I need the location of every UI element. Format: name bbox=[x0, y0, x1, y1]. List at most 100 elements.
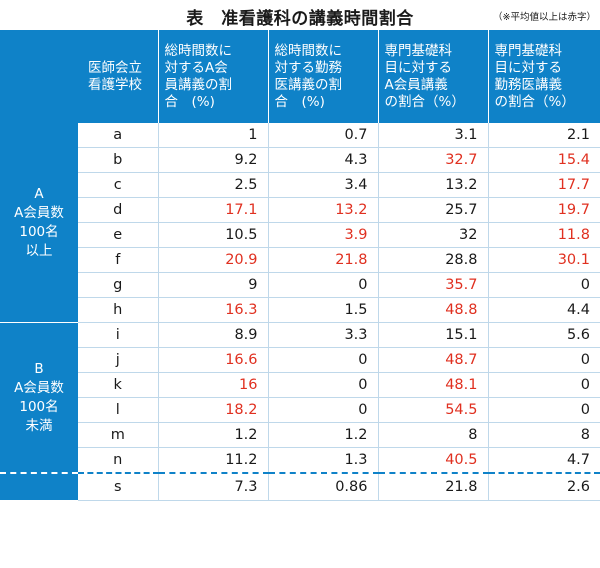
header-row: 医師会立 看護学校 総時間数に 対するA会 員講義の割 合 (%) 総時間数に … bbox=[0, 30, 600, 123]
table-body: A A会員数 100名 以上 a 1 0.7 3.1 2.1 b 9.2 4.3 32.7 15.4 c 2.… bbox=[0, 123, 600, 501]
header-line: 総時間数に bbox=[274, 42, 343, 59]
value-cell: 15.4 bbox=[488, 147, 600, 173]
table-row: d 17.1 13.2 25.7 19.7 bbox=[0, 197, 600, 223]
header-line: の割合（%） bbox=[494, 93, 575, 110]
value-cell: 30.1 bbox=[488, 247, 600, 273]
value-cell: 2.6 bbox=[488, 472, 600, 501]
value-cell: 40.5 bbox=[378, 447, 489, 474]
header-line: 目に対する bbox=[384, 59, 453, 76]
group-label-line: A会員数 bbox=[14, 379, 64, 396]
value-cell: 19.7 bbox=[488, 197, 600, 223]
value-cell: 20.9 bbox=[158, 247, 269, 273]
value-cell: 25.7 bbox=[378, 197, 489, 223]
group-label-line: 100名 bbox=[19, 223, 59, 240]
header-col1: 総時間数に 対するA会 員講義の割 合 (%) bbox=[158, 30, 269, 123]
corner-cell bbox=[0, 30, 78, 123]
group-label-line: 100名 bbox=[19, 398, 59, 415]
value-cell: 17.7 bbox=[488, 172, 600, 198]
value-cell: 16 bbox=[158, 372, 269, 398]
header-line: 専門基礎科 bbox=[494, 42, 563, 59]
value-cell: 13.2 bbox=[268, 197, 379, 223]
header-line: 総時間数に bbox=[164, 42, 233, 59]
school-label: k bbox=[78, 372, 159, 398]
table-title: 表 准看護科の講義時間割合 bbox=[186, 9, 414, 29]
header-school: 医師会立 看護学校 bbox=[78, 30, 159, 123]
value-cell: 4.7 bbox=[488, 447, 600, 474]
value-cell: 32.7 bbox=[378, 147, 489, 173]
value-cell: 0 bbox=[268, 272, 379, 298]
school-label: g bbox=[78, 272, 159, 298]
school-label: h bbox=[78, 297, 159, 323]
value-cell: 7.3 bbox=[158, 472, 269, 501]
table-row: m 1.2 1.2 8 8 bbox=[0, 422, 600, 448]
school-label: a bbox=[78, 123, 159, 148]
group-label-line: A会員数 bbox=[14, 204, 64, 221]
value-cell: 16.6 bbox=[158, 347, 269, 373]
value-cell: 1.2 bbox=[268, 422, 379, 448]
value-cell: 0 bbox=[488, 272, 600, 298]
value-cell: 9.2 bbox=[158, 147, 269, 173]
school-label: c bbox=[78, 172, 159, 198]
school-label: e bbox=[78, 222, 159, 248]
value-cell: 0 bbox=[488, 372, 600, 398]
header-line: の割合（%） bbox=[384, 93, 465, 110]
value-cell: 17.1 bbox=[158, 197, 269, 223]
value-cell: 32 bbox=[378, 222, 489, 248]
value-cell: 4.4 bbox=[488, 297, 600, 323]
table-row: n 11.2 1.3 40.5 4.7 bbox=[0, 447, 600, 474]
header-line: 対するA会 bbox=[164, 59, 228, 76]
value-cell: 0.7 bbox=[268, 123, 379, 148]
group-label-line: 以上 bbox=[25, 242, 53, 259]
value-cell: 0 bbox=[488, 397, 600, 423]
value-cell: 3.9 bbox=[268, 222, 379, 248]
school-label: m bbox=[78, 422, 159, 448]
header-line: 合 (%) bbox=[164, 93, 215, 110]
school-label: l bbox=[78, 397, 159, 423]
header-line: 医師会立 bbox=[88, 59, 142, 76]
group-label-line: A bbox=[34, 185, 44, 202]
value-cell: 0.86 bbox=[268, 472, 379, 501]
value-cell: 2.1 bbox=[488, 123, 600, 148]
header-line: 勤務医講義 bbox=[494, 76, 563, 93]
lecture-ratio-table: 医師会立 看護学校 総時間数に 対するA会 員講義の割 合 (%) 総時間数に … bbox=[0, 30, 600, 501]
value-cell: 0 bbox=[488, 347, 600, 373]
header-col3: 専門基礎科 目に対する A会員講義 の割合（%） bbox=[378, 30, 489, 123]
value-cell: 1 bbox=[158, 123, 269, 148]
table-row: A A会員数 100名以上 a 1 0.7 3.1 2.1 bbox=[0, 123, 600, 323]
table-row: l 18.2 0 54.5 0 bbox=[0, 397, 600, 423]
value-cell: 8 bbox=[378, 422, 489, 448]
table-row: f 20.9 21.8 28.8 30.1 bbox=[0, 247, 600, 273]
table-row: B A会員数 100名 未満 i 8.9 3.3 15.1 5.6 bbox=[0, 322, 600, 474]
value-cell: 11.2 bbox=[158, 447, 269, 474]
value-cell: 3.3 bbox=[268, 322, 379, 348]
value-cell: 8 bbox=[488, 422, 600, 448]
value-cell: 1.5 bbox=[268, 297, 379, 323]
group-label-a: A A会員数 100名以上 bbox=[0, 123, 78, 323]
value-cell: 3.4 bbox=[268, 172, 379, 198]
school-label: j bbox=[78, 347, 159, 373]
value-cell: 21.8 bbox=[378, 472, 489, 501]
table-row: c 2.5 3.4 13.2 17.7 bbox=[0, 172, 600, 198]
value-cell: 5.6 bbox=[488, 322, 600, 348]
value-cell: 16.3 bbox=[158, 297, 269, 323]
school-label: b bbox=[78, 147, 159, 173]
school-label: f bbox=[78, 247, 159, 273]
value-cell: 28.8 bbox=[378, 247, 489, 273]
value-cell: 1.3 bbox=[268, 447, 379, 474]
group-label-b: B A会員数 100名 未満 bbox=[0, 322, 78, 474]
value-cell: 54.5 bbox=[378, 397, 489, 423]
school-label: d bbox=[78, 197, 159, 223]
header-line: 医講義の割 bbox=[274, 76, 343, 93]
value-cell: 2.5 bbox=[158, 172, 269, 198]
header-line: A会員講義 bbox=[384, 76, 448, 93]
value-cell: 3.1 bbox=[378, 123, 489, 148]
value-cell: 13.2 bbox=[378, 172, 489, 198]
header-line: 目に対する bbox=[494, 59, 563, 76]
table-row: j 16.6 0 48.7 0 bbox=[0, 347, 600, 373]
value-cell: 4.3 bbox=[268, 147, 379, 173]
value-cell: 21.8 bbox=[268, 247, 379, 273]
table-row: k 16 0 48.1 0 bbox=[0, 372, 600, 398]
value-cell: 35.7 bbox=[378, 272, 489, 298]
legend-note: （※平均値以上は赤字） bbox=[493, 12, 596, 23]
